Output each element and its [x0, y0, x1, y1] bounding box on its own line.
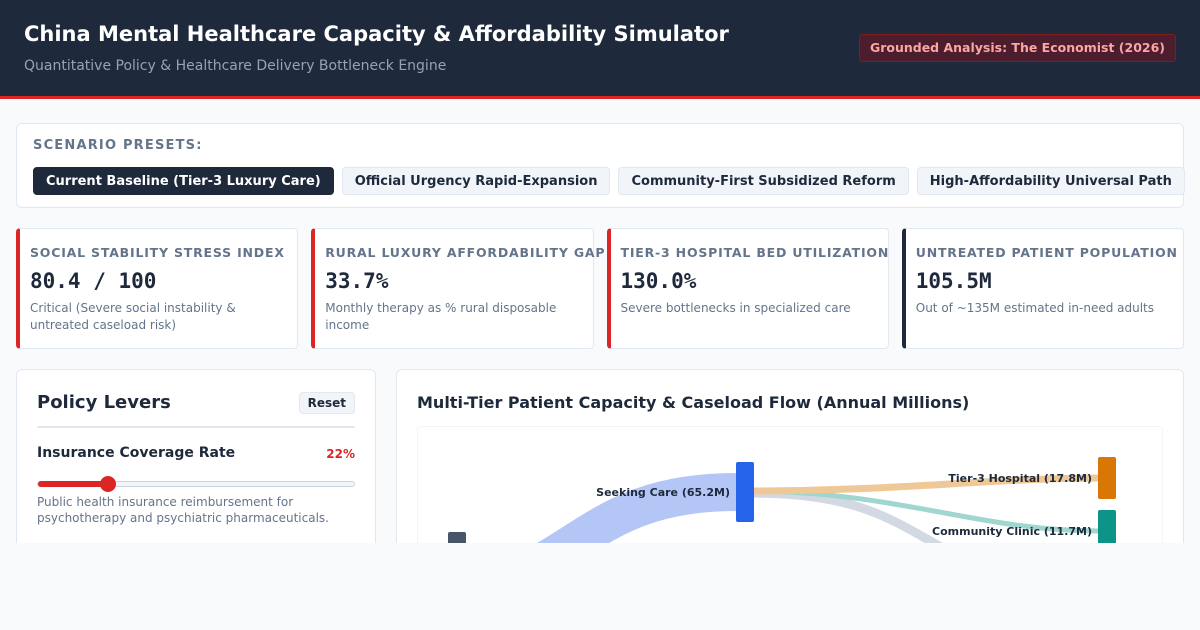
page-subtitle: Quantitative Policy & Healthcare Deliver… [24, 58, 447, 74]
kpi-card-bed-utilization: TIER-3 HOSPITAL BED UTILIZATION 130.0% S… [606, 228, 890, 349]
page-title: China Mental Healthcare Capacity & Affor… [24, 22, 729, 46]
kpi-label: TIER-3 HOSPITAL BED UTILIZATION [620, 245, 890, 260]
kpi-description: Monthly therapy as % rural disposable in… [325, 301, 557, 332]
slider-fill [38, 481, 108, 487]
kpi-value: 130.0% [620, 269, 697, 293]
flow-link-intake [464, 473, 737, 568]
insurance-coverage-label: Insurance Coverage Rate [37, 445, 236, 461]
kpi-description: Critical (Severe social instability & un… [30, 301, 236, 332]
node-label-community-clinic: Community Clinic (11.7M) [932, 525, 1092, 538]
node-label-seeking-care: Seeking Care (65.2M) [596, 486, 730, 499]
kpi-value: 105.5M [915, 269, 992, 293]
caseload-flow-panel: Multi-Tier Patient Capacity & Caseload F… [396, 369, 1184, 569]
kpi-card-affordability-gap: RURAL LUXURY AFFORDABILITY GAP 33.7% Mon… [311, 228, 605, 349]
scenario-presets-panel: SCENARIO PRESETS: Current Baseline (Tier… [16, 123, 1185, 208]
preset-universal-path-button[interactable]: High-Affordability Universal Path [916, 167, 1185, 195]
below-fold-area [0, 543, 1200, 630]
kpi-value: 80.4 / 100 [30, 269, 157, 293]
slider-thumb[interactable] [99, 476, 116, 492]
insurance-coverage-value: 22% [326, 447, 355, 461]
flow-node-seeking-care [736, 462, 754, 522]
kpi-card-untreated-population: UNTREATED PATIENT POPULATION 105.5M Out … [901, 228, 1184, 349]
kpi-description: Severe bottlenecks in specialized care [620, 301, 851, 315]
policy-levers-title: Policy Levers [37, 392, 171, 413]
kpi-label: SOCIAL STABILITY STRESS INDEX [30, 245, 285, 260]
flow-chart-title: Multi-Tier Patient Capacity & Caseload F… [417, 393, 970, 412]
scenario-presets-label: SCENARIO PRESETS: [33, 138, 203, 153]
insurance-coverage-slider[interactable] [37, 476, 355, 492]
divider [37, 426, 355, 428]
kpi-description: Out of ~135M estimated in-need adults [915, 301, 1155, 315]
kpi-label: UNTREATED PATIENT POPULATION [915, 245, 1178, 260]
kpi-label: RURAL LUXURY AFFORDABILITY GAP [325, 245, 606, 260]
kpi-row: SOCIAL STABILITY STRESS INDEX 80.4 / 100… [16, 228, 1184, 349]
policy-levers-panel: Policy Levers Reset Insurance Coverage R… [16, 369, 376, 569]
flow-link-tier3-hospital [745, 474, 1099, 495]
kpi-card-stress-index: SOCIAL STABILITY STRESS INDEX 80.4 / 100… [16, 228, 299, 349]
reset-button[interactable]: Reset [298, 392, 355, 414]
scenario-presets-row: Current Baseline (Tier-3 Luxury Care) Of… [33, 167, 1185, 195]
preset-community-first-button[interactable]: Community-First Subsidized Reform [618, 167, 909, 195]
preset-rapid-expansion-button[interactable]: Official Urgency Rapid-Expansion [341, 167, 611, 195]
flow-node-tier3-hospital [1098, 457, 1116, 499]
preset-current-baseline-button[interactable]: Current Baseline (Tier-3 Luxury Care) [33, 167, 334, 195]
insurance-coverage-help: Public health insurance reimbursement fo… [37, 495, 329, 525]
node-label-tier3-hospital: Tier-3 Hospital (17.8M) [948, 472, 1092, 485]
source-badge: Grounded Analysis: The Economist (2026) [858, 34, 1176, 62]
kpi-value: 33.7% [325, 269, 389, 293]
app-header: China Mental Healthcare Capacity & Affor… [0, 0, 1200, 99]
